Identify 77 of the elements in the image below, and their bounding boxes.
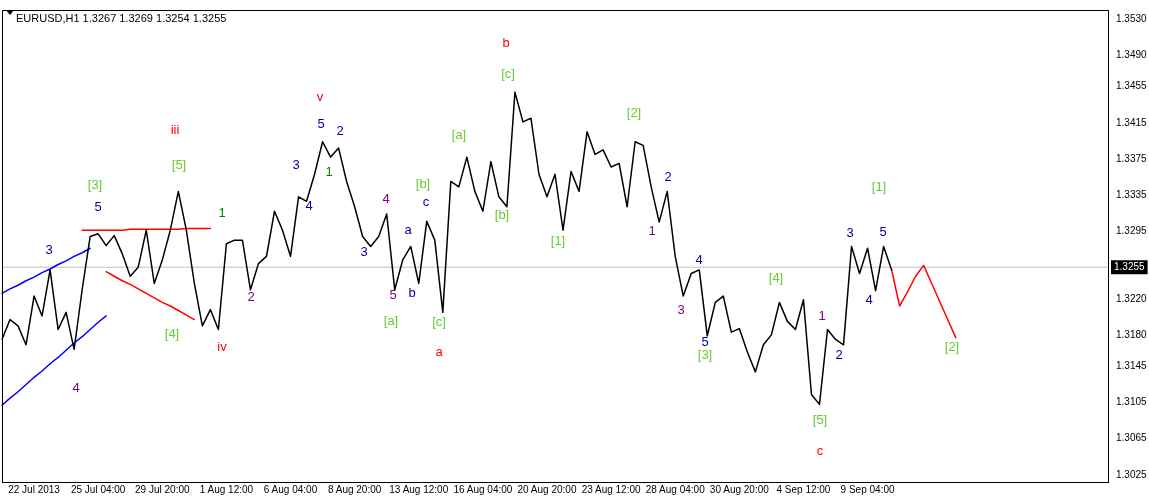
- annotation: 3: [45, 241, 53, 257]
- x-tick-label: 1 Aug 12:00: [199, 483, 254, 495]
- y-tick-label: 1.3455: [1116, 80, 1148, 92]
- annotation: [2]: [944, 338, 960, 354]
- annotation: 1: [648, 222, 656, 238]
- annotation: [a]: [451, 126, 467, 142]
- annotation: 2: [664, 168, 672, 184]
- y-tick-label: 1.3105: [1116, 396, 1148, 408]
- x-tick-label: 23 Aug 12:00: [581, 483, 642, 495]
- annotation: [4]: [768, 269, 784, 285]
- annotation: 1: [818, 307, 826, 323]
- annotation: 3: [846, 224, 854, 240]
- annotation: 4: [72, 379, 80, 395]
- x-tick-label: 13 Aug 12:00: [389, 483, 449, 495]
- x-tick-label: 20 Aug 20:00: [517, 483, 577, 495]
- x-tick-label: 30 Aug 20:00: [709, 483, 770, 495]
- annotation: b: [408, 284, 416, 300]
- annotation: [a]: [383, 312, 399, 328]
- ref-line-label: 1.3255: [1114, 260, 1146, 272]
- x-tick-label: 9 Sep 04:00: [840, 483, 895, 495]
- annotation: [2]: [626, 104, 642, 120]
- y-tick-label: 1.3295: [1116, 224, 1148, 236]
- annotation: [3]: [697, 346, 713, 362]
- annotation: 3: [292, 156, 300, 172]
- annotation: [5]: [812, 411, 828, 427]
- y-tick-label: 1.3335: [1116, 188, 1148, 200]
- annotation: b: [502, 34, 510, 50]
- annotation: 4: [865, 291, 873, 307]
- annotation: [b]: [415, 175, 431, 191]
- annotation: [c]: [501, 65, 515, 81]
- annotation: [4]: [164, 325, 180, 341]
- annotation: 1: [325, 163, 333, 179]
- y-tick-label: 1.3025: [1116, 468, 1148, 480]
- x-tick-label: 6 Aug 04:00: [263, 483, 318, 495]
- annotation: iii: [170, 121, 180, 137]
- annotation: 5: [94, 198, 102, 214]
- annotation: 5: [389, 286, 397, 302]
- annotation: 4: [382, 190, 390, 206]
- annotation: 2: [835, 346, 843, 362]
- chart-title: EURUSD,H1 1.3267 1.3269 1.3254 1.3255: [16, 12, 227, 25]
- annotation: 3: [360, 243, 368, 259]
- x-tick-label: 16 Aug 04:00: [453, 483, 513, 495]
- annotation: 1: [218, 204, 226, 220]
- x-tick-label: 8 Aug 20:00: [327, 483, 382, 495]
- y-tick-label: 1.3490: [1116, 48, 1148, 60]
- annotation: [1]: [550, 232, 566, 248]
- annotation: [b]: [494, 206, 510, 222]
- x-tick-label: 29 Jul 20:00: [135, 483, 190, 495]
- annotation: [3]: [87, 176, 103, 192]
- annotation: iv: [217, 338, 228, 354]
- annotation: [c]: [432, 313, 446, 329]
- annotation: v: [316, 88, 324, 104]
- annotation: a: [404, 221, 413, 237]
- annotation: c: [422, 193, 430, 209]
- annotation: 5: [317, 115, 325, 131]
- x-tick-label: 28 Aug 04:00: [645, 483, 706, 495]
- y-tick-label: 1.3180: [1116, 328, 1148, 340]
- y-tick-label: 1.3415: [1116, 116, 1148, 128]
- annotation: 4: [695, 251, 703, 267]
- x-tick-label: 4 Sep 12:00: [776, 483, 831, 495]
- y-tick-label: 1.3530: [1116, 12, 1148, 24]
- x-tick-label: 25 Jul 04:00: [70, 483, 126, 495]
- annotation: 5: [701, 333, 709, 349]
- annotation: 2: [336, 122, 344, 138]
- y-tick-label: 1.3065: [1116, 432, 1148, 444]
- annotation: 4: [305, 197, 313, 213]
- annotation: [5]: [171, 156, 187, 172]
- annotation: 5: [879, 223, 887, 239]
- annotation: 2: [247, 288, 255, 304]
- annotation: a: [435, 343, 444, 359]
- y-tick-label: 1.3375: [1116, 152, 1148, 164]
- y-tick-label: 1.3145: [1116, 360, 1148, 372]
- annotation: c: [816, 442, 824, 458]
- annotation: [1]: [871, 178, 887, 194]
- x-tick-label: 22 Jul 2013: [8, 483, 61, 495]
- annotation: 3: [677, 301, 685, 317]
- y-tick-label: 1.3220: [1116, 292, 1148, 304]
